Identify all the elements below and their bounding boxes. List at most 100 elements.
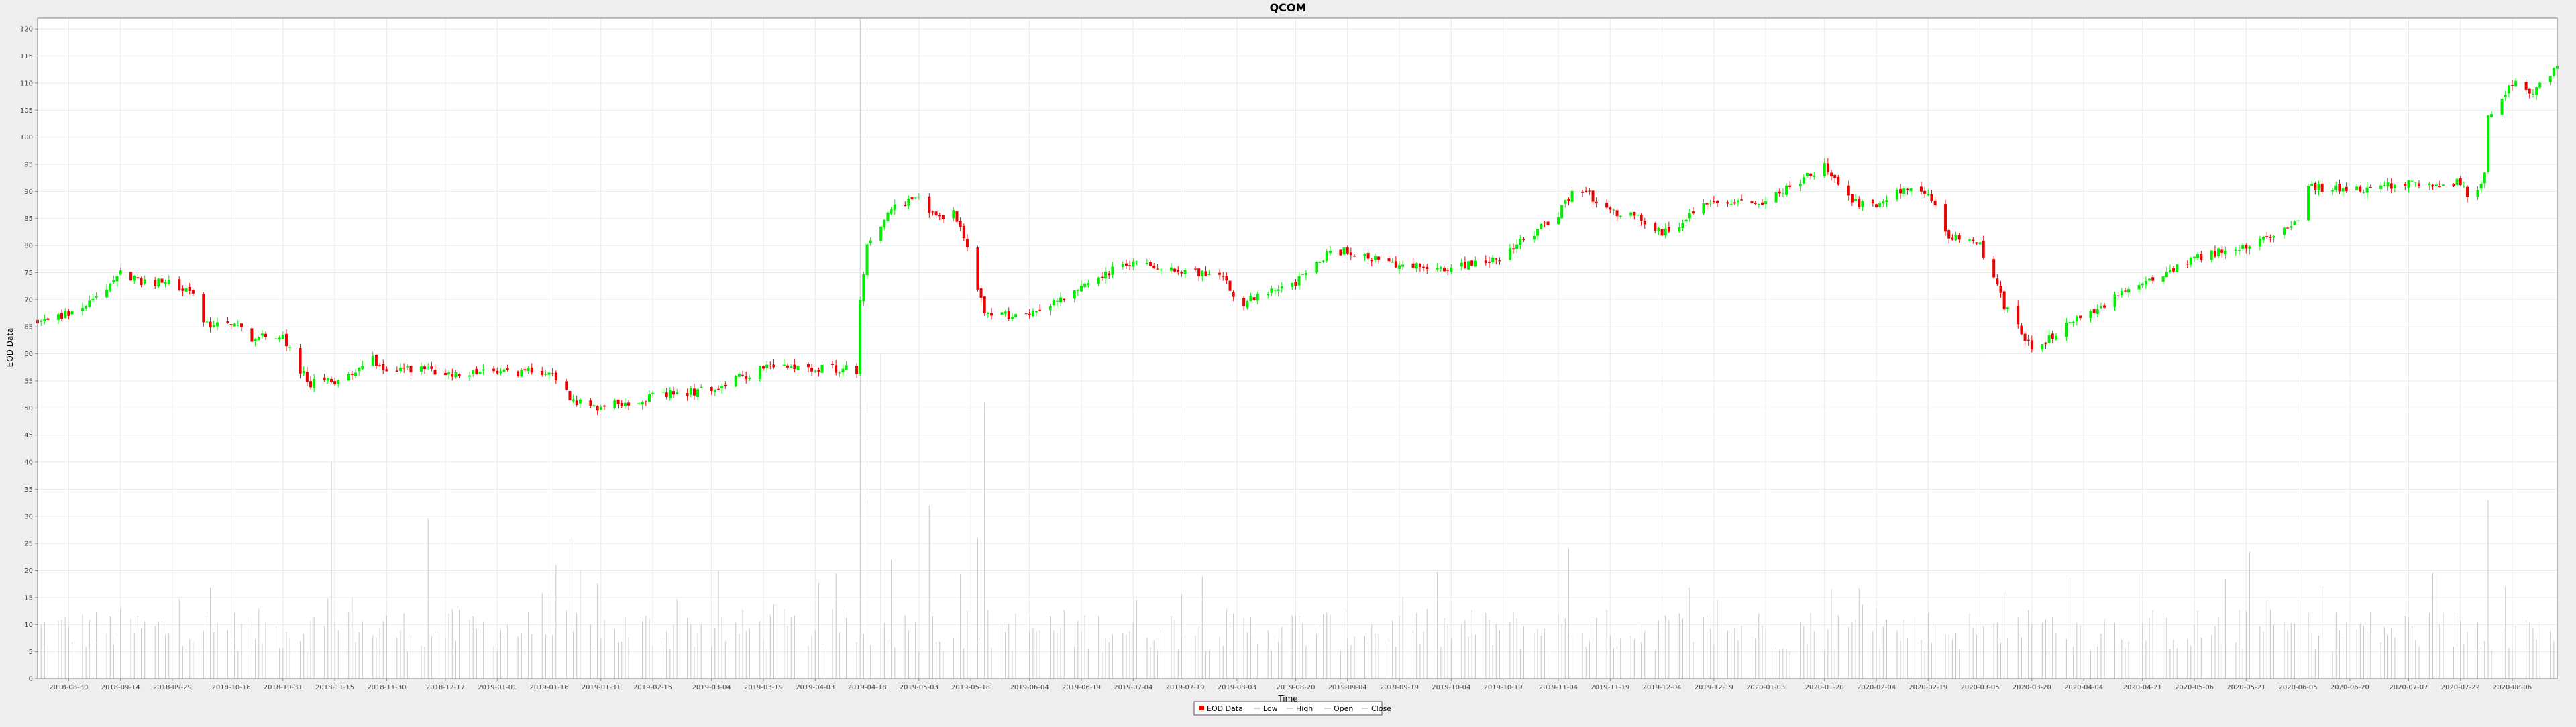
- candle-down: [1446, 270, 1450, 271]
- candle-up: [1097, 277, 1100, 284]
- candle-up: [1813, 176, 1816, 177]
- candle-down: [2431, 184, 2434, 186]
- candle-up: [1325, 251, 1328, 261]
- candle-down: [1225, 276, 1228, 281]
- candle-down: [1349, 252, 1352, 256]
- candle-up: [1049, 306, 1052, 311]
- candle-up: [2193, 256, 2196, 258]
- candle-down: [2027, 339, 2030, 341]
- candle-up: [893, 204, 896, 211]
- candle-down: [1899, 189, 1902, 194]
- candle-down: [934, 211, 938, 216]
- candle-up: [1799, 184, 1802, 187]
- candle-up: [2127, 288, 2131, 293]
- candle-down: [2511, 85, 2514, 86]
- candle-down: [1156, 268, 1159, 270]
- x-tick-label: 2020-01-03: [1746, 684, 1785, 691]
- candle-up: [1201, 270, 1204, 277]
- candle-up: [499, 371, 502, 374]
- candle-down: [2452, 184, 2455, 186]
- candle-down: [1788, 185, 1792, 187]
- candle-up: [1540, 224, 1543, 229]
- candle-down: [1484, 260, 1487, 264]
- candle-up: [637, 403, 641, 404]
- x-tick-label: 2019-04-03: [796, 684, 835, 691]
- candle-down: [962, 225, 965, 239]
- candle-up: [814, 370, 817, 372]
- candle-up: [2434, 184, 2438, 186]
- candle-up: [2047, 335, 2051, 344]
- candle-down: [1370, 260, 1373, 262]
- candle-down: [1585, 190, 1588, 192]
- candle-down: [786, 365, 790, 368]
- candle-up: [1328, 250, 1332, 254]
- candle-up: [2307, 185, 2310, 221]
- x-tick-label: 2019-08-03: [1218, 684, 1256, 691]
- candle-up: [212, 325, 215, 327]
- candle-up: [2310, 184, 2314, 186]
- candle-up: [2334, 185, 2338, 190]
- candle-down: [2269, 237, 2272, 238]
- candle-up: [2479, 184, 2483, 189]
- candle-down: [2103, 305, 2106, 308]
- candle-up: [478, 371, 482, 374]
- candle-down: [806, 364, 810, 368]
- x-tick-label: 2019-05-03: [900, 684, 938, 691]
- candle-up: [765, 364, 769, 368]
- x-tick-label: 2018-12-17: [426, 684, 465, 691]
- candle-up: [838, 372, 841, 374]
- candle-up: [2041, 344, 2044, 350]
- candle-up: [1183, 270, 1187, 274]
- y-tick-label: 20: [24, 567, 33, 575]
- candle-up: [361, 366, 364, 370]
- candle-up: [1415, 263, 1418, 269]
- candle-up: [713, 390, 716, 392]
- candle-down: [382, 364, 385, 371]
- candle-up: [2341, 188, 2345, 192]
- candle-up: [1373, 256, 1377, 260]
- x-tick-label: 2019-05-18: [951, 684, 990, 691]
- candle-down: [710, 386, 713, 391]
- candle-down: [565, 381, 568, 390]
- candle-down: [333, 381, 337, 384]
- candle-up: [1556, 217, 1560, 225]
- candle-up: [215, 322, 219, 327]
- x-tick-label: 2019-08-20: [1276, 684, 1315, 691]
- x-tick-label: 2020-04-21: [2123, 684, 2162, 691]
- candle-down: [2320, 183, 2324, 192]
- candle-up: [986, 312, 989, 314]
- candle-up: [1688, 213, 1691, 219]
- candle-down: [299, 348, 302, 374]
- candle-up: [952, 210, 955, 219]
- candle-down: [1007, 311, 1010, 319]
- candle-up: [613, 400, 616, 408]
- candle-down: [1194, 268, 1197, 270]
- candle-down: [1933, 200, 1937, 206]
- x-tick-label: 2020-02-19: [1909, 684, 1947, 691]
- candle-up: [482, 369, 485, 371]
- candle-up: [527, 368, 530, 371]
- candle-up: [1474, 260, 1477, 267]
- candle-up: [1536, 229, 1540, 236]
- y-tick-label: 60: [24, 351, 33, 358]
- candle-up: [1774, 192, 1778, 203]
- candle-up: [869, 240, 872, 243]
- candle-down: [202, 294, 205, 323]
- candle-up: [115, 276, 119, 282]
- candle-up: [2196, 254, 2200, 258]
- candle-down: [2314, 183, 2317, 190]
- candle-up: [859, 300, 862, 374]
- candle-down: [1944, 204, 1947, 232]
- y-tick-label: 30: [24, 513, 33, 520]
- candle-up: [1785, 185, 1788, 195]
- candle-down: [2417, 183, 2420, 187]
- candle-up: [1508, 248, 1511, 260]
- candle-down: [2151, 277, 2155, 281]
- candle-down: [1463, 262, 1466, 269]
- x-tick-label: 2019-10-19: [1483, 684, 1522, 691]
- candle-up: [2317, 184, 2320, 190]
- chart-title: QCOM: [1270, 1, 1307, 14]
- candle-up: [2386, 182, 2390, 187]
- candle-down: [1947, 229, 1951, 239]
